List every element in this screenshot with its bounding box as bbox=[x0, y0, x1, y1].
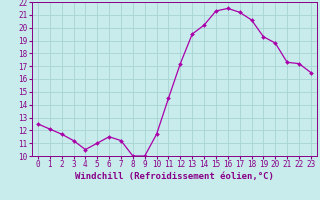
X-axis label: Windchill (Refroidissement éolien,°C): Windchill (Refroidissement éolien,°C) bbox=[75, 172, 274, 181]
